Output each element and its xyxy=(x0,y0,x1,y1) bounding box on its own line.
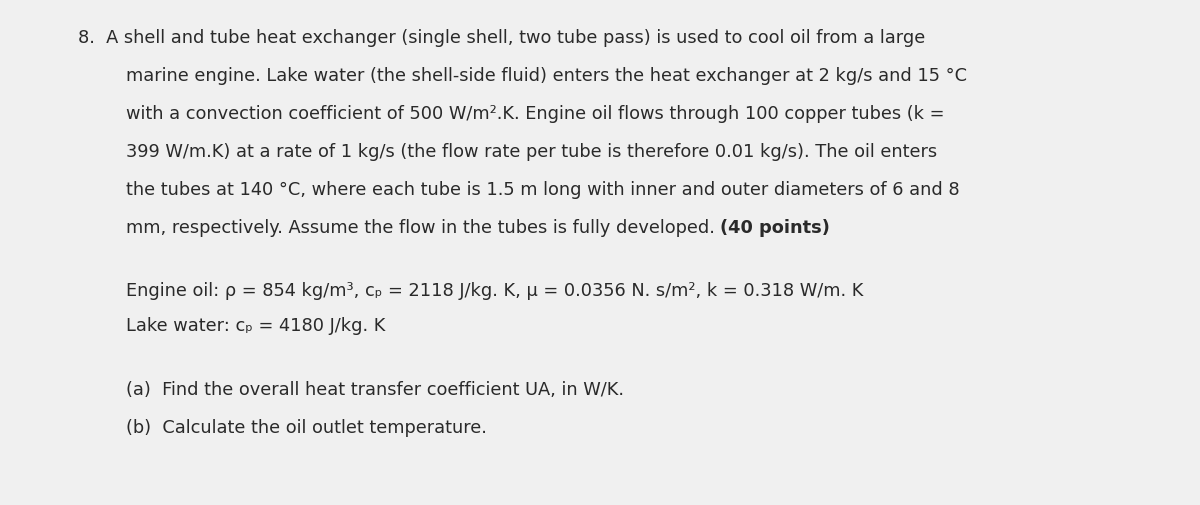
Text: mm, respectively. Assume the flow in the tubes is fully developed.: mm, respectively. Assume the flow in the… xyxy=(126,218,720,236)
Text: marine engine. Lake water (the shell-side fluid) enters the heat exchanger at 2 : marine engine. Lake water (the shell-sid… xyxy=(126,67,967,85)
Text: Lake water: cₚ = 4180 J/kg. K: Lake water: cₚ = 4180 J/kg. K xyxy=(126,317,385,335)
Text: Engine oil: ρ = 854 kg/m³, cₚ = 2118 J/kg. K, μ = 0.0356 N. s/m², k = 0.318 W/m.: Engine oil: ρ = 854 kg/m³, cₚ = 2118 J/k… xyxy=(126,281,863,299)
Text: the tubes at 140 °C, where each tube is 1.5 m long with inner and outer diameter: the tubes at 140 °C, where each tube is … xyxy=(126,180,960,198)
Text: (a)  Find the overall heat transfer coefficient UA, in W/K.: (a) Find the overall heat transfer coeff… xyxy=(126,380,624,398)
Text: (40 points): (40 points) xyxy=(720,218,830,236)
Text: 8.  A shell and tube heat exchanger (single shell, two tube pass) is used to coo: 8. A shell and tube heat exchanger (sing… xyxy=(78,29,925,47)
Text: with a convection coefficient of 500 W/m².K. Engine oil flows through 100 copper: with a convection coefficient of 500 W/m… xyxy=(126,105,944,123)
Text: (b)  Calculate the oil outlet temperature.: (b) Calculate the oil outlet temperature… xyxy=(126,418,487,436)
Text: 399 W/m.K) at a rate of 1 kg/s (the flow rate per tube is therefore 0.01 kg/s). : 399 W/m.K) at a rate of 1 kg/s (the flow… xyxy=(126,142,937,161)
